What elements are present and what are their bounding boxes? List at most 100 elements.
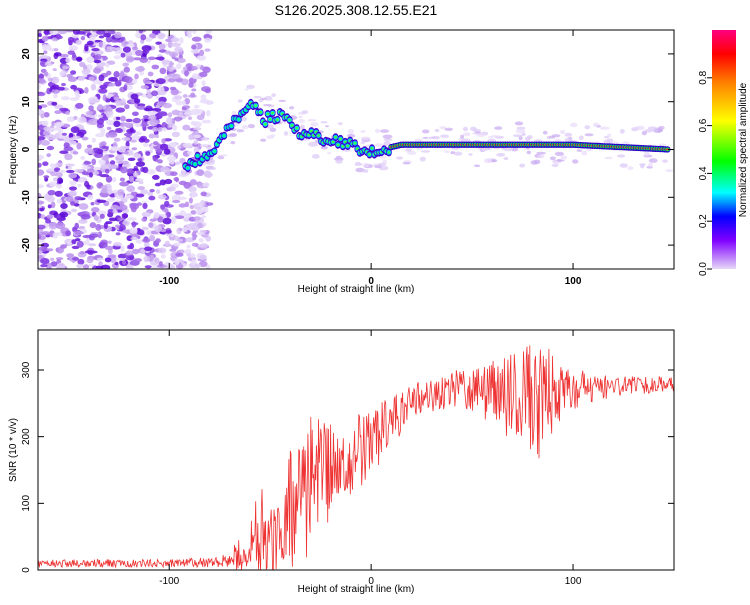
noise-blob <box>175 161 180 166</box>
noise-blob <box>106 46 113 50</box>
noise-blob <box>241 125 249 130</box>
noise-blob <box>43 175 50 179</box>
spectrogram-x-label: Height of straight line (km) <box>298 284 415 295</box>
noise-blob <box>197 202 204 208</box>
noise-blob <box>114 47 123 51</box>
noise-blob <box>253 95 262 99</box>
noise-blob <box>299 126 305 130</box>
noise-blob <box>130 93 139 100</box>
noise-blob <box>494 126 503 130</box>
noise-blob <box>66 116 76 122</box>
noise-blob <box>134 98 141 104</box>
noise-blob <box>140 248 146 255</box>
noise-blob <box>134 73 139 80</box>
noise-blob <box>57 127 63 135</box>
noise-blob <box>169 86 177 91</box>
noise-blob <box>44 62 53 66</box>
noise-blob <box>54 104 63 110</box>
noise-blob <box>103 32 111 38</box>
noise-blob <box>141 217 147 222</box>
noise-blob <box>137 186 145 191</box>
noise-blob <box>205 202 214 206</box>
noise-blob <box>163 148 171 155</box>
colorbar: 0.0 0.2 0.4 0.6 0.8 Normalized spectral ampl… <box>698 30 749 276</box>
noise-blob <box>188 223 197 227</box>
noise-blob <box>202 66 211 74</box>
noise-blob <box>108 164 119 169</box>
noise-blob <box>199 254 208 261</box>
noise-blob <box>160 254 166 259</box>
noise-blob <box>84 43 89 50</box>
noise-blob <box>98 261 103 267</box>
noise-blob <box>55 222 66 230</box>
noise-blob <box>419 156 426 162</box>
noise-blob <box>337 122 343 125</box>
spectrogram-y-tick-label: 10 <box>21 96 32 108</box>
noise-blob <box>188 197 193 204</box>
noise-blob <box>415 147 423 150</box>
snr-y-tick-label: 200 <box>21 428 32 445</box>
noise-blob <box>104 257 112 263</box>
noise-blob <box>117 189 125 196</box>
noise-blob <box>190 49 200 54</box>
noise-blob <box>121 260 127 265</box>
noise-blob <box>48 222 59 230</box>
noise-blob <box>360 130 366 133</box>
noise-blob <box>162 217 172 225</box>
noise-blob <box>72 30 81 35</box>
noise-blob <box>45 262 52 269</box>
noise-blob <box>106 126 112 130</box>
noise-blob <box>195 64 202 68</box>
noise-blob <box>119 71 125 78</box>
noise-blob <box>80 155 86 160</box>
noise-blob <box>560 155 568 160</box>
ridge-core <box>307 133 311 137</box>
noise-blob <box>137 229 145 236</box>
ridge-core <box>309 129 313 133</box>
noise-blob <box>175 117 181 122</box>
noise-blob <box>50 201 56 209</box>
noise-blob <box>178 111 183 118</box>
noise-blob <box>68 132 74 138</box>
noise-blob <box>383 138 393 142</box>
noise-blob <box>65 57 71 63</box>
noise-blob <box>38 200 45 205</box>
snr-series-line <box>38 345 674 570</box>
noise-blob <box>183 217 191 222</box>
noise-blob <box>105 221 113 225</box>
noise-blob <box>483 158 492 164</box>
noise-blob <box>414 138 423 142</box>
noise-blob <box>142 202 148 210</box>
noise-blob <box>55 162 63 167</box>
ridge-core <box>317 134 321 137</box>
ridge-core <box>338 137 343 141</box>
noise-blob <box>110 146 120 152</box>
noise-blob <box>72 151 79 155</box>
noise-blob <box>41 120 49 127</box>
noise-blob <box>157 126 163 132</box>
noise-blob <box>106 119 114 126</box>
noise-blob <box>172 73 181 80</box>
noise-blob <box>648 158 658 163</box>
noise-blob <box>260 97 267 100</box>
noise-blob <box>122 151 129 155</box>
noise-blob <box>125 250 134 256</box>
noise-blob <box>39 207 45 212</box>
noise-blob <box>118 204 128 211</box>
noise-blob <box>40 140 50 146</box>
noise-blob <box>201 119 212 124</box>
noise-blob <box>64 163 75 167</box>
noise-blob <box>187 66 192 71</box>
noise-blob <box>431 135 441 140</box>
ridge-core <box>355 147 359 150</box>
noise-blob <box>93 67 101 74</box>
noise-blob <box>170 171 178 176</box>
noise-blob <box>191 190 197 197</box>
noise-blob <box>164 178 173 185</box>
noise-blob <box>542 130 548 135</box>
spectrogram-y-tick-label: -20 <box>21 237 32 252</box>
noise-blob <box>99 84 108 90</box>
noise-blob <box>97 81 103 86</box>
noise-blob <box>164 229 172 234</box>
ridge-core <box>271 111 275 115</box>
